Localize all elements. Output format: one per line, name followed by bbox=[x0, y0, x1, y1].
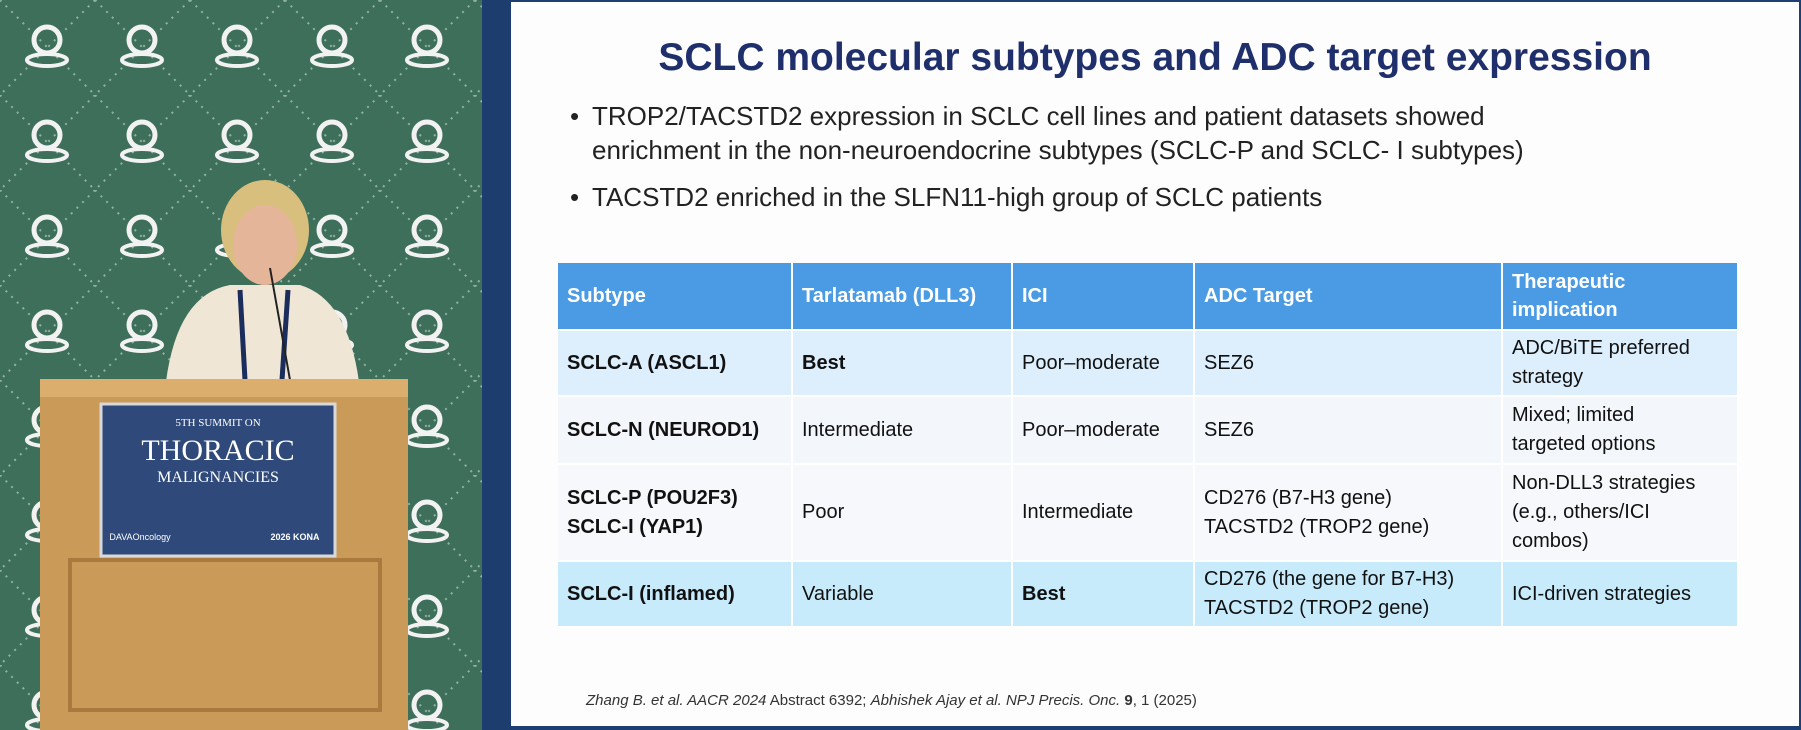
sign-text: MALIGNANCIES bbox=[157, 469, 279, 486]
table-cell: ADC/BiTE preferred strategy bbox=[1503, 331, 1739, 397]
cell-line: ADC Target bbox=[1204, 285, 1313, 307]
table-cell: Variable bbox=[793, 562, 1013, 628]
cell-line: ICI bbox=[1022, 285, 1048, 307]
header-cell: ADC Target bbox=[1195, 263, 1503, 331]
cell-line: Non-DLL3 strategies bbox=[1512, 472, 1696, 494]
cell-line: Mixed; limited bbox=[1512, 404, 1635, 426]
citation: Zhang B. et al. AACR 2024 Abstract 6392;… bbox=[586, 692, 1197, 709]
cell-line: SCLC-N (NEUROD1) bbox=[567, 418, 760, 441]
cell-line: SCLC-I (inflamed) bbox=[567, 582, 735, 605]
table-cell: Best bbox=[1013, 562, 1195, 628]
cell-line: Variable bbox=[802, 582, 874, 605]
table-cell: SCLC-A (ASCL1) bbox=[558, 331, 793, 397]
cell-line: SCLC-A (ASCL1) bbox=[567, 351, 727, 374]
header-cell: Tarlatamab (DLL3) bbox=[793, 263, 1013, 331]
cell-line: strategy bbox=[1512, 366, 1584, 388]
bullet-line: enrichment in the non-neuroendocrine sub… bbox=[592, 135, 1524, 165]
cell-line: (e.g., others/ICI bbox=[1512, 501, 1650, 523]
bullet-line: TACSTD2 enriched in the SLFN11-high grou… bbox=[592, 182, 1323, 212]
cell-line: CD276 (the gene for B7-H3) bbox=[1204, 568, 1455, 590]
citation-part: 9 bbox=[1120, 692, 1133, 709]
cell-line: ADC/BiTE preferred bbox=[1512, 337, 1690, 359]
table-cell: CD276 (B7-H3 gene) TACSTD2 (TROP2 gene) bbox=[1195, 465, 1503, 562]
bullet-dot: • bbox=[570, 182, 580, 212]
cell-line: SEZ6 bbox=[1204, 418, 1255, 441]
bullet-line: TROP2/TACSTD2 expression in SCLC cell li… bbox=[592, 101, 1485, 131]
table-cell: Best bbox=[793, 331, 1013, 397]
cell-line: Poor–moderate bbox=[1022, 418, 1160, 441]
cell-line: Poor–moderate bbox=[1022, 351, 1160, 374]
sign-text: THORACIC bbox=[141, 434, 294, 467]
cell-line: Tarlatamab (DLL3) bbox=[802, 285, 977, 307]
bullet-dot: • bbox=[570, 101, 580, 131]
table-cell: SEZ6 bbox=[1195, 331, 1503, 397]
header-cell: ICI bbox=[1013, 263, 1195, 331]
cell-line: SCLC-I (YAP1) bbox=[567, 515, 703, 538]
sign-text: DAVAOncology bbox=[109, 532, 171, 542]
table-cell: ICI-driven strategies bbox=[1503, 562, 1739, 628]
table-cell: SEZ6 bbox=[1195, 397, 1503, 465]
table-cell: Poor–moderate bbox=[1013, 331, 1195, 397]
citation-part: Zhang B. et al. AACR 2024 bbox=[586, 692, 767, 709]
cell-line: combos) bbox=[1512, 530, 1589, 552]
bullet: • TACSTD2 enriched in the SLFN11-high gro… bbox=[570, 180, 1323, 214]
cell-line: Subtype bbox=[567, 285, 646, 307]
table-cell: Non-DLL3 strategies (e.g., others/ICI comb… bbox=[1503, 465, 1739, 562]
table-cell: Poor bbox=[793, 465, 1013, 562]
header-cell: Therapeutic implication bbox=[1503, 263, 1739, 331]
table-cell: SCLC-P (POU2F3) SCLC-I (YAP1) bbox=[558, 465, 793, 562]
table-cell: Poor–moderate bbox=[1013, 397, 1195, 465]
cell-line: TACSTD2 (TROP2 gene) bbox=[1204, 515, 1430, 538]
table-cell: Intermediate bbox=[793, 397, 1013, 465]
sign-text: 2026 KONA bbox=[270, 532, 320, 542]
cell-line: ICI-driven strategies bbox=[1512, 582, 1691, 605]
cell-line: SEZ6 bbox=[1204, 351, 1255, 374]
table-cell: Intermediate bbox=[1013, 465, 1195, 562]
cell-line: Best bbox=[802, 351, 846, 374]
cell-line: TACSTD2 (TROP2 gene) bbox=[1204, 597, 1430, 619]
table-cell: SCLC-N (NEUROD1) bbox=[558, 397, 793, 465]
cell-line: Intermediate bbox=[1022, 501, 1134, 523]
slide: SCLC molecular subtypes and ADC target e… bbox=[511, 2, 1799, 726]
cell-line: targeted options bbox=[1512, 433, 1656, 455]
cell-line: Poor bbox=[802, 501, 845, 523]
citation-part: Abhishek Ajay et al. NPJ Precis. Onc. bbox=[870, 692, 1121, 709]
sign-text: 5TH SUMMIT ON bbox=[175, 417, 260, 429]
presenter-scene: 5TH SUMMIT ON THORACIC MALIGNANCIES DAVA… bbox=[0, 0, 511, 730]
cell-line: Therapeutic bbox=[1512, 271, 1626, 293]
cell-line: Best bbox=[1022, 582, 1066, 605]
table-cell: CD276 (the gene for B7-H3) TACSTD2 (TROP2… bbox=[1195, 562, 1503, 628]
table-cell: SCLC-I (inflamed) bbox=[558, 562, 793, 628]
bullet: • TROP2/TACSTD2 expression in SCLC cell l… bbox=[570, 99, 1524, 167]
citation-part: , 1 (2025) bbox=[1132, 692, 1197, 709]
table-cell: Mixed; limited targeted options bbox=[1503, 397, 1739, 465]
citation-part: Abstract 6392; bbox=[766, 692, 871, 709]
slide-title: SCLC molecular subtypes and ADC target e… bbox=[658, 36, 1652, 79]
header-cell: Subtype bbox=[558, 263, 793, 331]
cell-line: implication bbox=[1512, 299, 1618, 321]
cell-line: CD276 (B7-H3 gene) bbox=[1204, 486, 1392, 509]
cell-line: Intermediate bbox=[802, 418, 914, 441]
cell-line: SCLC-P (POU2F3) bbox=[567, 486, 738, 509]
